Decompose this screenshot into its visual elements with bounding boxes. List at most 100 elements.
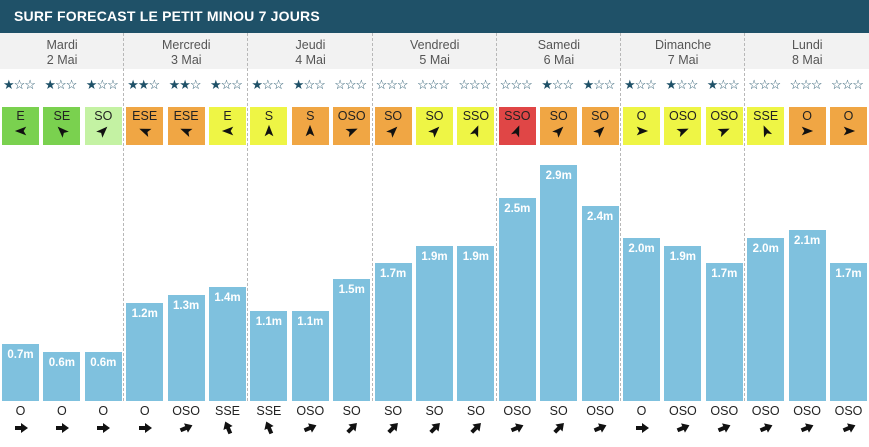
star-rating: ★★☆	[168, 77, 202, 92]
swell-indicator: OSO	[499, 404, 536, 436]
day-header: Mercredi 3 Mai	[124, 33, 249, 69]
star-rating: ★☆☆	[85, 77, 119, 92]
swell-arrow-icon	[428, 423, 440, 434]
wind-direction-label: O	[636, 109, 647, 123]
day-date: 2 Mai	[46, 53, 78, 67]
wind-indicator: OSO	[705, 107, 743, 145]
wind-indicator: E	[209, 107, 246, 145]
day-separator	[744, 33, 746, 401]
wind-arrow-icon	[139, 128, 152, 138]
star-rating: ★☆☆	[706, 77, 740, 92]
swell-arrow-icon	[593, 423, 607, 433]
swell-direction-label: O	[57, 404, 67, 418]
star-rating: ☆☆☆	[417, 77, 450, 92]
wind-indicator: O	[623, 107, 660, 145]
swell-indicator: OSO	[664, 404, 701, 436]
wind-direction-label: SO	[384, 109, 403, 123]
swell-direction-label: OSO	[172, 404, 200, 418]
star-rating: ☆☆☆	[375, 77, 409, 92]
wave-height-label: 1.7m	[379, 267, 407, 280]
swell-direction-label: OSO	[296, 404, 325, 418]
wind-arrow-icon	[305, 124, 315, 137]
wave-height-bar	[250, 311, 288, 401]
swell-indicator: SSE	[209, 404, 246, 436]
wave-height-bar	[374, 262, 412, 401]
wind-indicator: S	[291, 107, 329, 145]
wave-height-bar	[291, 311, 329, 401]
wave-height-label: 1.9m	[421, 251, 448, 264]
wind-indicator: SSO	[498, 107, 536, 145]
swell-indicator: O	[2, 404, 39, 436]
day-date: 7 Mai	[667, 53, 699, 67]
wind-direction-label: OSO	[710, 109, 739, 123]
wave-height-bar	[209, 287, 246, 401]
swell-arrow-icon	[676, 423, 690, 433]
wind-direction-label: SSO	[504, 109, 531, 123]
wind-arrow-icon	[717, 128, 730, 138]
swell-indicator: O	[43, 404, 80, 436]
wind-indicator: SSE	[747, 107, 785, 145]
wave-height-bar	[498, 197, 536, 401]
swell-direction-label: O	[139, 404, 150, 418]
swell-indicator: OSO	[168, 404, 205, 436]
wind-indicator: ESE	[126, 107, 164, 145]
swell-arrow-icon	[842, 423, 855, 433]
swell-arrow-icon	[553, 423, 564, 434]
wave-height-label: 1.7m	[711, 267, 738, 280]
swell-direction-label: OSO	[586, 404, 614, 418]
wave-height-bar	[416, 246, 453, 401]
wind-indicator: SO	[540, 107, 578, 145]
wind-direction-label: SSE	[753, 109, 779, 123]
star-rating: ☆☆☆	[789, 77, 823, 92]
swell-direction-label: O	[636, 404, 647, 418]
wind-direction-label: O	[802, 109, 812, 123]
wind-indicator: OSO	[333, 107, 371, 145]
swell-arrow-icon	[179, 423, 193, 433]
swell-direction-label: SO	[384, 404, 403, 418]
wave-height-label: 2.4m	[586, 210, 614, 223]
day-date: 4 Mai	[295, 53, 326, 67]
star-rating: ★☆☆	[292, 77, 326, 92]
wave-height-bar	[747, 238, 785, 401]
swell-arrow-icon	[717, 423, 731, 433]
day-date: 8 Mai	[791, 53, 823, 67]
wave-height-bar	[457, 246, 495, 401]
day-separator	[123, 33, 125, 401]
swell-indicator: SO	[540, 404, 577, 436]
wind-arrow-icon	[469, 125, 479, 138]
wave-height-label: 2.9m	[545, 169, 572, 182]
swell-direction-label: OSO	[668, 404, 697, 418]
swell-direction-label: O	[98, 404, 109, 418]
swell-arrow-icon	[14, 423, 28, 433]
wind-direction-label: SSO	[462, 109, 490, 123]
wind-direction-label: SO	[94, 109, 113, 123]
swell-arrow-icon	[264, 421, 274, 435]
wave-height-label: 1.9m	[669, 251, 696, 264]
swell-direction-label: OSO	[834, 404, 863, 418]
wind-indicator: O	[830, 107, 867, 145]
swell-indicator: SO	[416, 404, 453, 436]
wave-height-bar	[705, 262, 743, 401]
wind-arrow-icon	[96, 126, 108, 138]
day-header: Vendredi 5 Mai	[372, 33, 497, 69]
day-separator	[495, 33, 497, 401]
day-header: Samedi 6 Mai	[496, 33, 621, 69]
star-rating: ★☆☆	[210, 77, 243, 92]
swell-arrow-icon	[470, 423, 481, 434]
wave-height-bar	[581, 205, 619, 401]
wind-arrow-icon	[221, 126, 233, 136]
swell-arrow-icon	[387, 423, 399, 434]
swell-direction-label: OSO	[503, 404, 532, 418]
swell-indicator: OSO	[706, 404, 743, 436]
day-name: Mercredi	[161, 38, 211, 52]
wind-direction-label: O	[843, 109, 854, 123]
wind-indicator: O	[788, 107, 826, 145]
wind-arrow-icon	[593, 126, 605, 138]
swell-arrow-icon	[97, 423, 111, 433]
day-header: Lundi 8 Mai	[745, 33, 869, 69]
page-title: SURF FORECAST LE PETIT MINOU 7 JOURS	[14, 8, 320, 24]
swell-indicator: SO	[457, 404, 494, 436]
star-rating: ☆☆☆	[499, 77, 533, 92]
swell-arrow-icon	[635, 423, 649, 433]
day-header: Jeudi 4 Mai	[248, 33, 373, 69]
